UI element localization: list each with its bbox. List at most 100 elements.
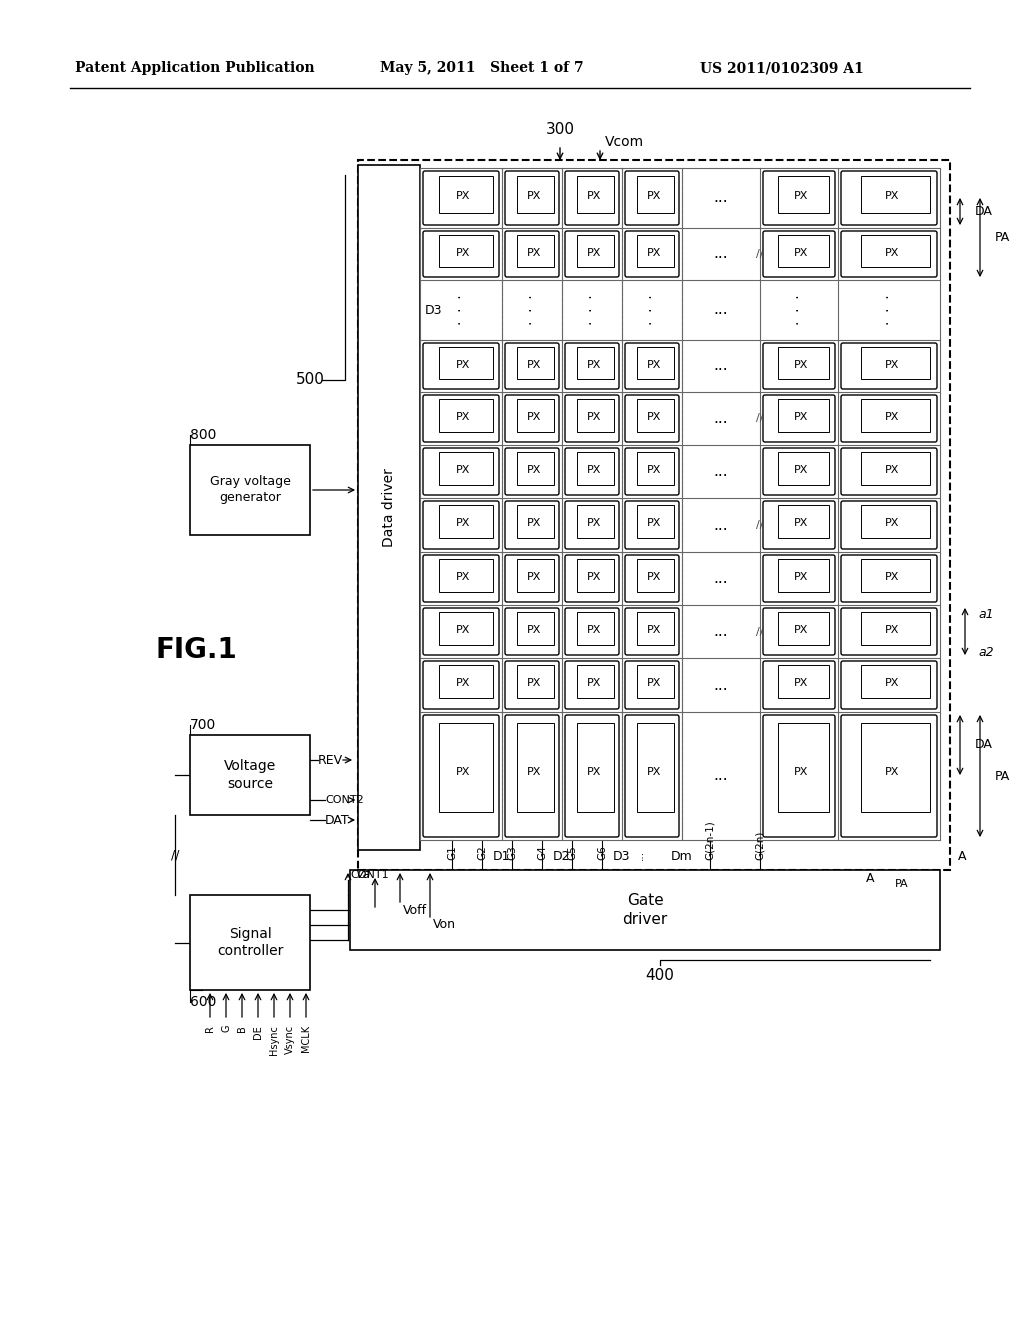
Text: REV: REV	[318, 754, 343, 767]
Bar	[778, 665, 829, 698]
Bar	[517, 506, 554, 539]
FancyBboxPatch shape	[841, 172, 937, 224]
FancyBboxPatch shape	[841, 395, 937, 442]
Text: PX: PX	[457, 767, 471, 777]
Text: ...: ...	[714, 768, 728, 784]
Text: FIG.1: FIG.1	[155, 636, 237, 664]
Text: //: //	[757, 520, 764, 531]
Text: G2: G2	[477, 845, 487, 861]
FancyBboxPatch shape	[423, 502, 499, 549]
Bar	[861, 665, 930, 698]
FancyBboxPatch shape	[505, 231, 559, 277]
Text: Signal
controller: Signal controller	[217, 927, 284, 958]
Bar	[778, 453, 829, 484]
Text: PX: PX	[587, 465, 601, 475]
Text: PX: PX	[457, 624, 471, 635]
Bar	[778, 176, 829, 214]
FancyBboxPatch shape	[763, 447, 835, 495]
Text: ·  ·  ·: · · ·	[525, 294, 539, 325]
Text: PA: PA	[995, 770, 1011, 783]
Text: PX: PX	[885, 359, 899, 370]
Text: PX: PX	[885, 678, 899, 689]
Bar	[861, 176, 930, 214]
Text: Voff: Voff	[403, 903, 427, 916]
Text: G(2n): G(2n)	[755, 830, 765, 861]
Text: PX: PX	[646, 519, 660, 528]
Bar	[637, 347, 674, 379]
Text: ...: ...	[714, 359, 728, 374]
Bar	[517, 400, 554, 432]
FancyBboxPatch shape	[505, 554, 559, 602]
Text: PX: PX	[646, 248, 660, 257]
FancyBboxPatch shape	[763, 715, 835, 837]
FancyBboxPatch shape	[841, 343, 937, 389]
Text: Va: Va	[354, 869, 370, 882]
Bar	[439, 235, 493, 267]
Text: PX: PX	[526, 248, 541, 257]
FancyBboxPatch shape	[625, 447, 679, 495]
FancyBboxPatch shape	[841, 554, 937, 602]
FancyBboxPatch shape	[565, 554, 618, 602]
FancyBboxPatch shape	[423, 554, 499, 602]
Text: G3: G3	[507, 845, 517, 861]
Bar	[861, 560, 930, 591]
Text: Data driver: Data driver	[382, 469, 396, 546]
Bar	[637, 400, 674, 432]
Text: PX: PX	[885, 572, 899, 582]
Text: PX: PX	[587, 359, 601, 370]
FancyBboxPatch shape	[625, 172, 679, 224]
Bar	[861, 347, 930, 379]
Text: PX: PX	[587, 624, 601, 635]
FancyBboxPatch shape	[625, 395, 679, 442]
Bar	[637, 453, 674, 484]
Text: Gate
driver: Gate driver	[623, 894, 668, 927]
FancyBboxPatch shape	[841, 715, 937, 837]
Text: PX: PX	[457, 465, 471, 475]
Bar	[637, 506, 674, 539]
FancyBboxPatch shape	[423, 231, 499, 277]
Bar	[517, 612, 554, 644]
Text: ...: ...	[714, 411, 728, 426]
FancyBboxPatch shape	[505, 609, 559, 655]
FancyBboxPatch shape	[423, 395, 499, 442]
Text: PX: PX	[587, 519, 601, 528]
Text: PX: PX	[526, 412, 541, 422]
Bar	[190, 445, 310, 535]
FancyBboxPatch shape	[763, 502, 835, 549]
Text: A: A	[958, 850, 967, 863]
Text: ...: ...	[714, 247, 728, 261]
Bar	[637, 612, 674, 644]
Text: G(2n-1): G(2n-1)	[705, 820, 715, 861]
Text: PX: PX	[457, 412, 471, 422]
Bar	[778, 235, 829, 267]
FancyBboxPatch shape	[565, 343, 618, 389]
Bar	[577, 506, 614, 539]
Text: D1: D1	[425, 624, 442, 638]
Text: ·  ·  ·: · · ·	[645, 294, 659, 325]
Text: //: //	[757, 627, 764, 636]
Bar	[637, 176, 674, 214]
FancyBboxPatch shape	[565, 447, 618, 495]
Text: D3: D3	[425, 304, 442, 317]
FancyBboxPatch shape	[763, 395, 835, 442]
Text: 600: 600	[190, 995, 216, 1008]
Text: US 2011/0102309 A1: US 2011/0102309 A1	[700, 61, 864, 75]
Text: Dm: Dm	[671, 850, 693, 862]
Bar	[861, 453, 930, 484]
Bar	[861, 723, 930, 812]
Text: DE: DE	[253, 1026, 263, 1039]
Text: Voltage
source: Voltage source	[224, 759, 276, 791]
Text: Gray voltage
generator: Gray voltage generator	[210, 475, 291, 504]
Text: Patent Application Publication: Patent Application Publication	[75, 61, 314, 75]
FancyBboxPatch shape	[763, 554, 835, 602]
FancyBboxPatch shape	[841, 661, 937, 709]
Text: R: R	[205, 1026, 215, 1032]
FancyBboxPatch shape	[763, 609, 835, 655]
FancyBboxPatch shape	[763, 172, 835, 224]
Text: G: G	[221, 1026, 231, 1032]
FancyBboxPatch shape	[763, 231, 835, 277]
Text: PX: PX	[587, 572, 601, 582]
FancyBboxPatch shape	[505, 447, 559, 495]
Text: ...: ...	[714, 302, 728, 318]
FancyBboxPatch shape	[565, 715, 618, 837]
